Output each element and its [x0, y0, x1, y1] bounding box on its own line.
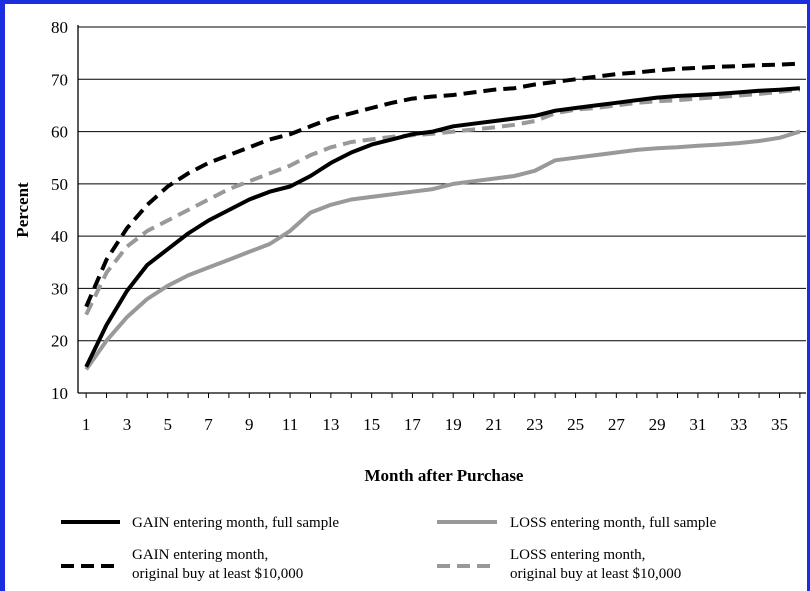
- x-tick-labels: 1 3 5 7 9 11 13 15 17 19 21 23 25 27 29 31 33 35: [82, 415, 788, 434]
- x-tick-label: 33: [730, 415, 747, 434]
- y-tick-label: 30: [51, 279, 68, 298]
- y-axis-title: Percent: [13, 182, 32, 238]
- x-tick-label: 9: [245, 415, 254, 434]
- series-line-loss-full-sample: [84, 129, 801, 371]
- x-tick-label: 13: [322, 415, 339, 434]
- series-line-loss-10000: [84, 87, 801, 316]
- y-tick-label: 80: [51, 18, 68, 37]
- y-tick-label: 60: [51, 123, 68, 142]
- x-tick-label: 21: [486, 415, 503, 434]
- y-tick-label: 20: [51, 332, 68, 351]
- data-series: [84, 61, 801, 371]
- x-tick-label: 27: [608, 415, 626, 434]
- y-tick-labels: 10 20 30 40 50 60 70 80: [51, 18, 68, 403]
- legend-label: LOSS entering month, full sample: [510, 515, 717, 531]
- legend: GAIN entering month, full sample LOSS ent…: [61, 515, 717, 582]
- x-tick-label: 1: [82, 415, 91, 434]
- series-line-gain-full-sample: [84, 86, 801, 368]
- x-tick-label: 19: [445, 415, 462, 434]
- y-tick-label: 70: [51, 70, 68, 89]
- y-tick-label: 40: [51, 227, 68, 246]
- x-tick-label: 29: [649, 415, 666, 434]
- x-tick-label: 7: [204, 415, 213, 434]
- x-tick-label: 25: [567, 415, 584, 434]
- axes: [77, 25, 806, 398]
- x-axis-title: Month after Purchase: [365, 466, 524, 485]
- legend-label: LOSS entering month,: [510, 547, 645, 563]
- legend-label: GAIN entering month,: [132, 547, 268, 563]
- x-tick-label: 3: [123, 415, 132, 434]
- y-tick-label: 50: [51, 175, 68, 194]
- series-line-gain-10000: [84, 61, 800, 308]
- legend-label: GAIN entering month, full sample: [132, 515, 339, 531]
- x-tick-label: 11: [282, 415, 298, 434]
- x-tick-label: 5: [163, 415, 172, 434]
- legend-label: original buy at least $10,000: [132, 566, 303, 582]
- x-tick-label: 23: [526, 415, 543, 434]
- x-tick-label: 17: [404, 415, 422, 434]
- y-tick-label: 10: [51, 384, 68, 403]
- gridlines: [78, 26, 806, 342]
- x-tick-label: 35: [771, 415, 788, 434]
- legend-label: original buy at least $10,000: [510, 566, 681, 582]
- x-tick-label: 31: [689, 415, 706, 434]
- x-tick-label: 15: [363, 415, 380, 434]
